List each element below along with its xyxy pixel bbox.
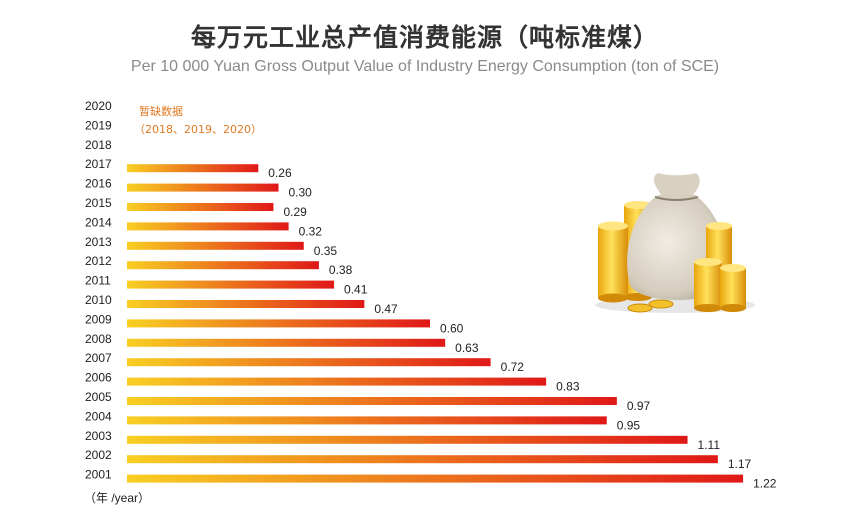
money-bag-illustration — [595, 173, 755, 313]
bar-2016 — [127, 183, 279, 192]
bar-2014 — [127, 222, 289, 231]
year-tick-label: 2011 — [85, 274, 111, 288]
bar-2010 — [127, 300, 365, 308]
value-label-2009: 0.60 — [440, 321, 464, 335]
chart-title: 每万元工业总产值消费能源（吨标准煤） — [190, 23, 659, 52]
value-label-2016: 0.30 — [289, 186, 313, 200]
value-label-2005: 0.97 — [627, 399, 651, 413]
bar-2008 — [127, 338, 446, 347]
value-label-2014: 0.32 — [299, 224, 323, 238]
bar-2017 — [127, 164, 259, 173]
year-tick-label: 2019 — [85, 118, 112, 132]
year-tick-label: 2002 — [85, 448, 112, 462]
year-tick-label: 2009 — [85, 312, 112, 326]
year-tick-label: 2005 — [85, 390, 112, 404]
bar-2009 — [127, 319, 430, 328]
year-tick-label: 2014 — [85, 215, 112, 229]
value-label-2017: 0.26 — [268, 166, 292, 180]
y-axis-unit-label: （年 /year） — [84, 491, 150, 505]
value-label-2010: 0.47 — [374, 302, 398, 316]
bar-2004 — [127, 416, 607, 425]
value-label-2001: 1.22 — [753, 477, 777, 491]
bar-2002 — [127, 455, 718, 464]
value-label-2008: 0.63 — [455, 341, 479, 355]
bar-2003 — [127, 435, 688, 444]
year-tick-label: 2004 — [85, 409, 112, 423]
bar-2007 — [127, 358, 491, 367]
year-tick-label: 2001 — [85, 468, 112, 482]
bar-2005 — [127, 397, 617, 405]
year-tick-label: 2016 — [85, 177, 112, 191]
year-tick-label: 2013 — [85, 235, 112, 249]
year-tick-label: 2003 — [85, 429, 112, 443]
year-tick-label: 2018 — [85, 138, 112, 152]
missing-data-note: 暂缺数据 — [139, 104, 183, 118]
value-label-2011: 0.41 — [344, 283, 368, 297]
year-tick-label: 2007 — [85, 351, 112, 365]
bar-2013 — [127, 241, 304, 250]
value-label-2003: 1.11 — [698, 438, 721, 452]
bar-2001 — [127, 474, 744, 483]
missing-years-note: （2018、2019、2020） — [134, 123, 262, 136]
bar-2015 — [127, 203, 274, 211]
chart-subtitle: Per 10 000 Yuan Gross Output Value of In… — [130, 58, 720, 75]
value-label-2015: 0.29 — [283, 205, 307, 219]
year-tick-label: 2020 — [85, 99, 112, 113]
year-tick-label: 2008 — [85, 332, 112, 346]
value-label-2013: 0.35 — [314, 244, 338, 258]
year-tick-label: 2006 — [85, 371, 112, 385]
value-label-2012: 0.38 — [329, 263, 353, 277]
year-tick-label: 2010 — [85, 293, 112, 307]
year-tick-label: 2012 — [85, 254, 112, 268]
value-label-2002: 1.17 — [728, 457, 752, 471]
bar-2006 — [127, 377, 547, 386]
value-label-2007: 0.72 — [501, 360, 525, 374]
bar-2012 — [127, 261, 319, 270]
year-tick-label: 2015 — [85, 196, 112, 210]
bar-2011 — [127, 280, 335, 289]
value-label-2006: 0.83 — [556, 380, 580, 394]
year-tick-label: 2017 — [85, 157, 112, 171]
value-label-2004: 0.95 — [617, 418, 641, 432]
